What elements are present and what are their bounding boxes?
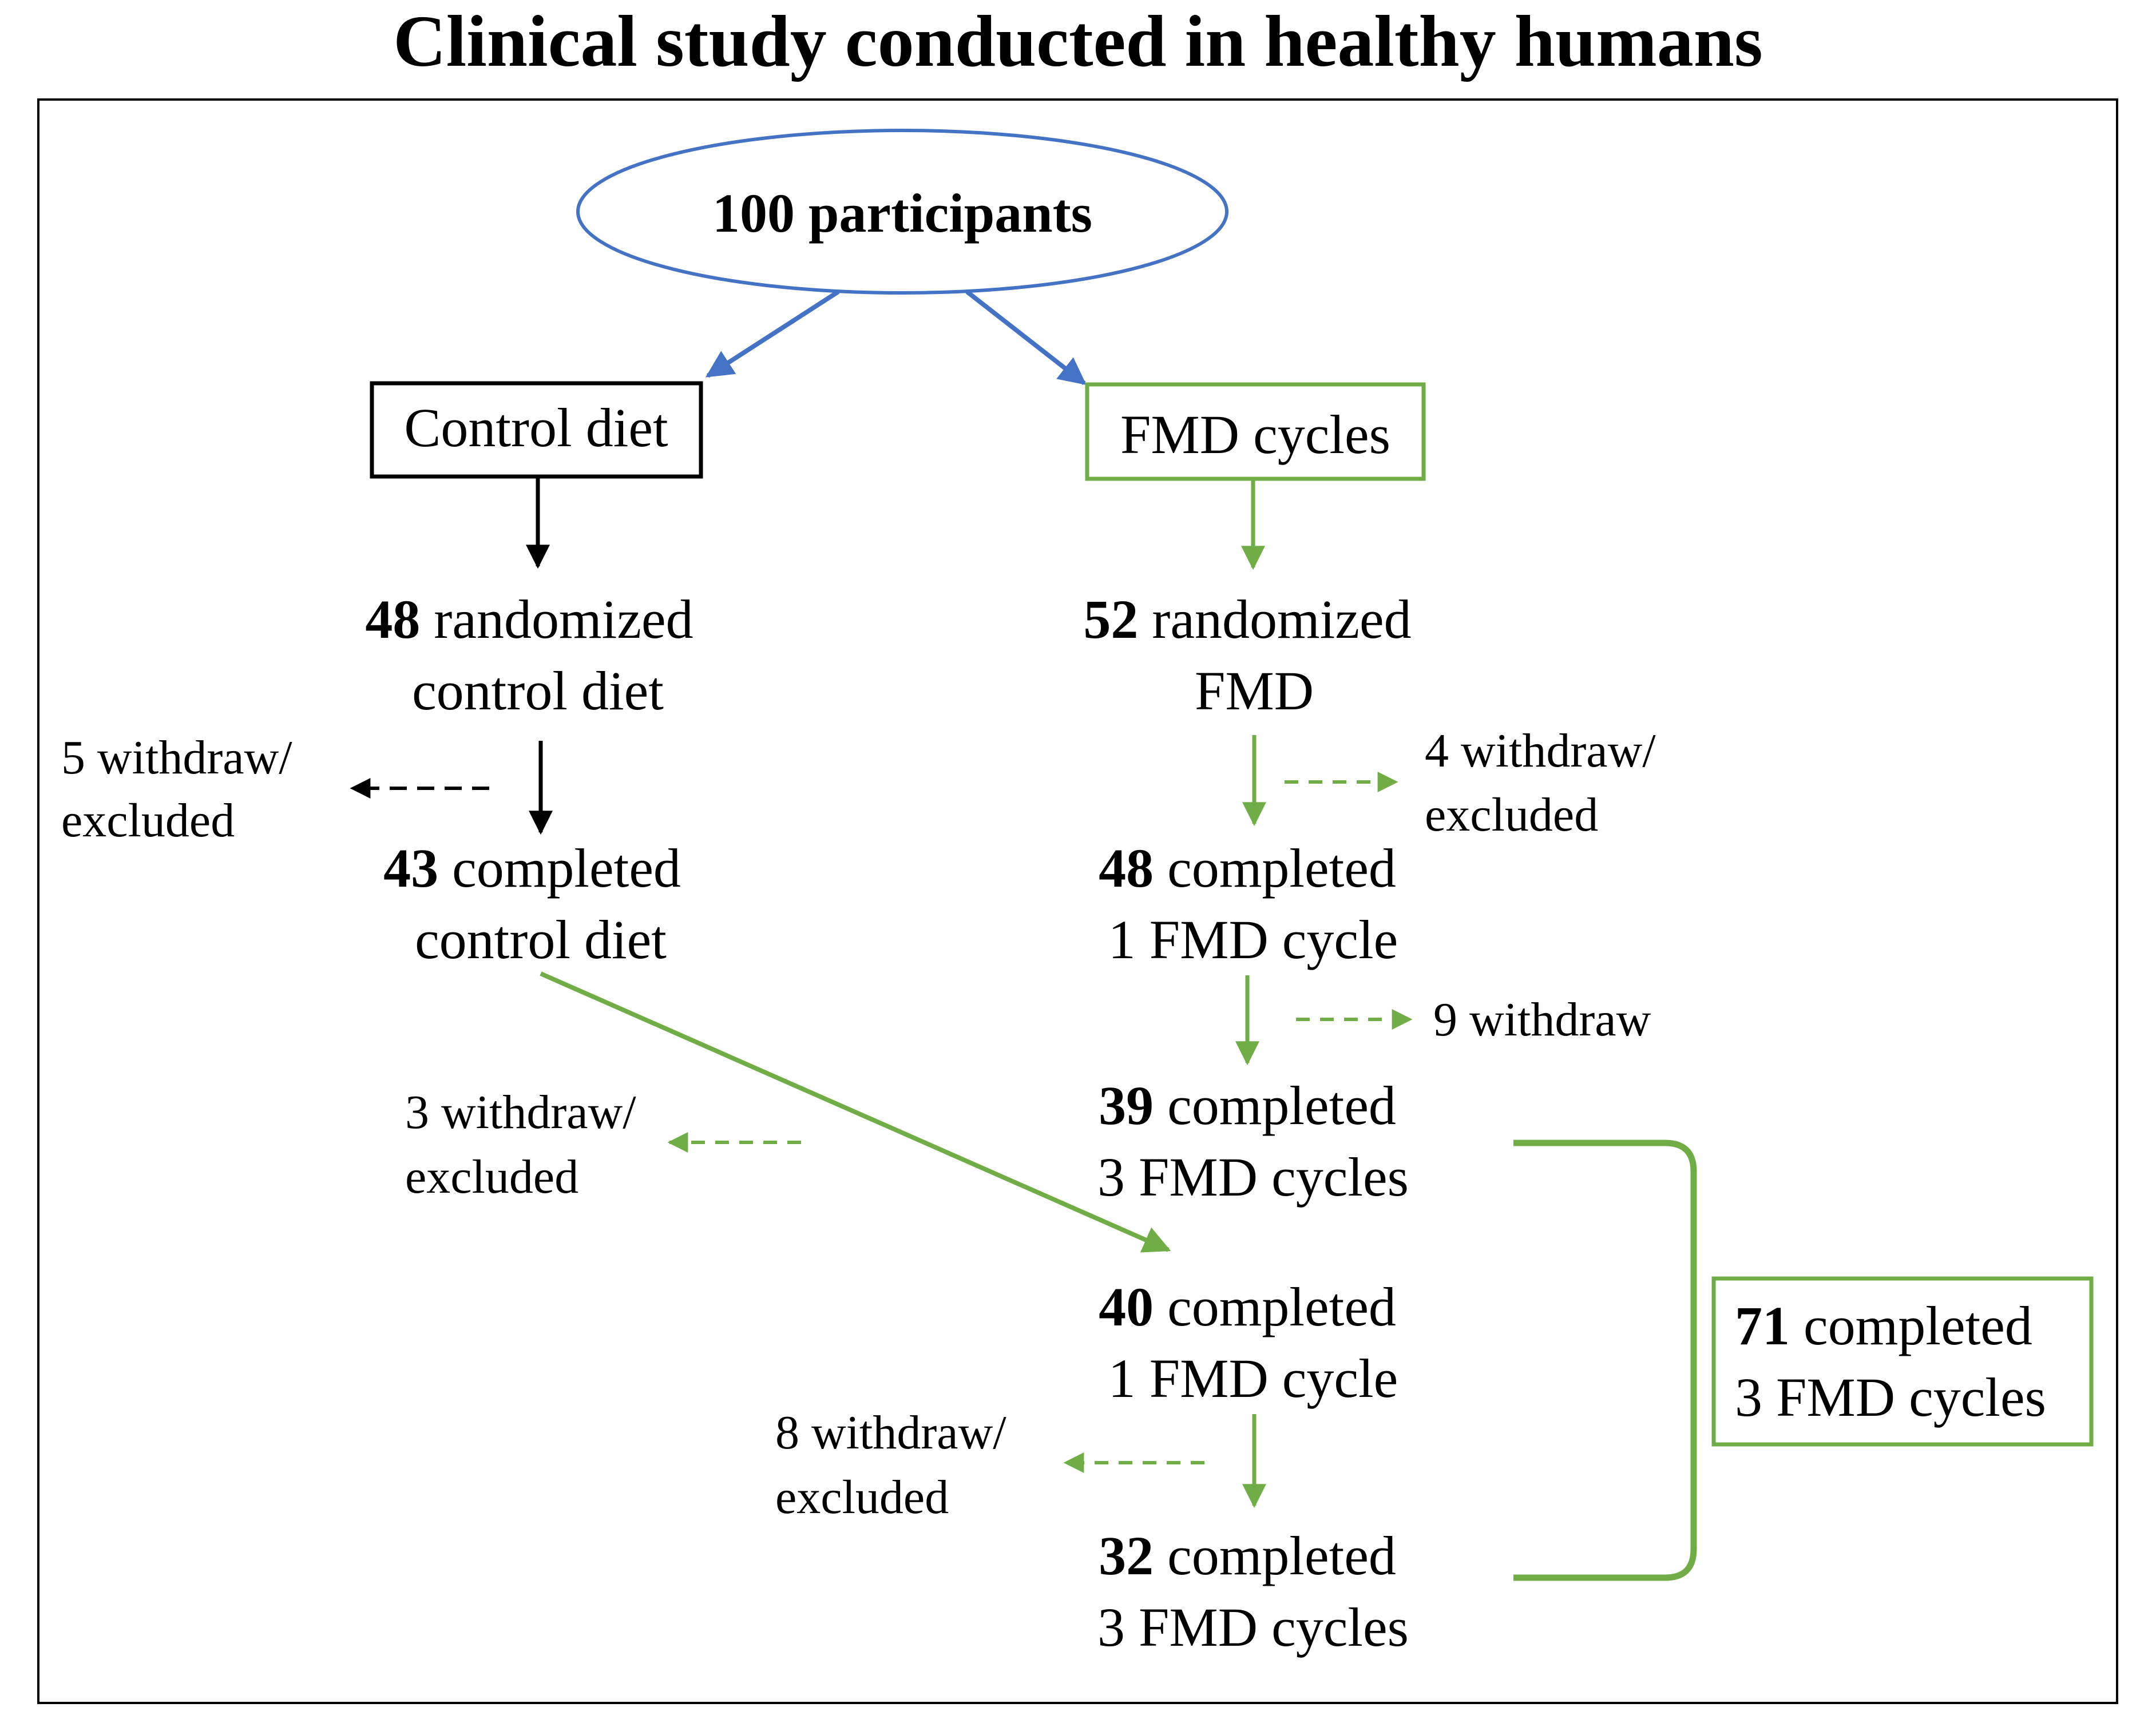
total-box [1711,1276,2094,1447]
participants-label: 100 participants [712,182,1092,244]
crossover-completed1-line1: 40 completed [1099,1276,1396,1337]
right-withdraw1-line2: excluded [1425,788,1598,841]
left-completed-line2: control diet [415,909,667,970]
arrow-to-control [705,289,840,378]
crossover-completed3-line1: 32 completed [1099,1525,1396,1586]
right-withdraw1-line1: 4 withdraw/ [1425,724,1656,777]
crossover-withdraw2-line2: excluded [775,1471,949,1524]
right-completed1-line1: 48 completed [1099,837,1396,899]
left-withdraw-line1: 5 withdraw/ [61,731,292,784]
left-completed-line1: 43 completed [383,837,681,899]
arrow-crossover [540,971,1171,1253]
outer-frame [37,98,2118,1704]
right-randomized-line1: 52 randomized [1083,589,1411,650]
control-diet-box [370,381,703,479]
fmd-cycles-box [1085,382,1426,481]
fmd-cycles-label: FMD cycles [1120,404,1390,465]
crossover-withdraw-line2: excluded [405,1150,578,1204]
diagram-title: Clinical study conducted in healthy huma… [393,1,1762,82]
crossover-withdraw-line1: 3 withdraw/ [405,1086,636,1139]
total-line1: 71 completed [1735,1295,2032,1356]
right-completed3-line1: 39 completed [1099,1075,1396,1136]
crossover-completed3-line2: 3 FMD cycles [1097,1597,1409,1658]
left-randomized-line1: 48 randomized [365,589,693,650]
control-diet-label: Control diet [404,397,668,458]
left-withdraw-line2: excluded [61,794,235,847]
crossover-completed1-line2: 1 FMD cycle [1108,1348,1398,1409]
right-randomized-line2: FMD [1195,660,1314,721]
participants-ellipse [576,129,1228,295]
crossover-withdraw2-line1: 8 withdraw/ [775,1406,1006,1459]
total-bracket [1513,1140,1697,1581]
right-completed1-line2: 1 FMD cycle [1108,909,1398,970]
total-line2: 3 FMD cycles [1735,1367,2046,1428]
right-withdraw2-line1: 9 withdraw [1433,993,1651,1046]
left-randomized-line2: control diet [412,660,664,721]
right-completed3-line2: 3 FMD cycles [1097,1146,1409,1208]
arrow-to-fmd [965,289,1087,386]
